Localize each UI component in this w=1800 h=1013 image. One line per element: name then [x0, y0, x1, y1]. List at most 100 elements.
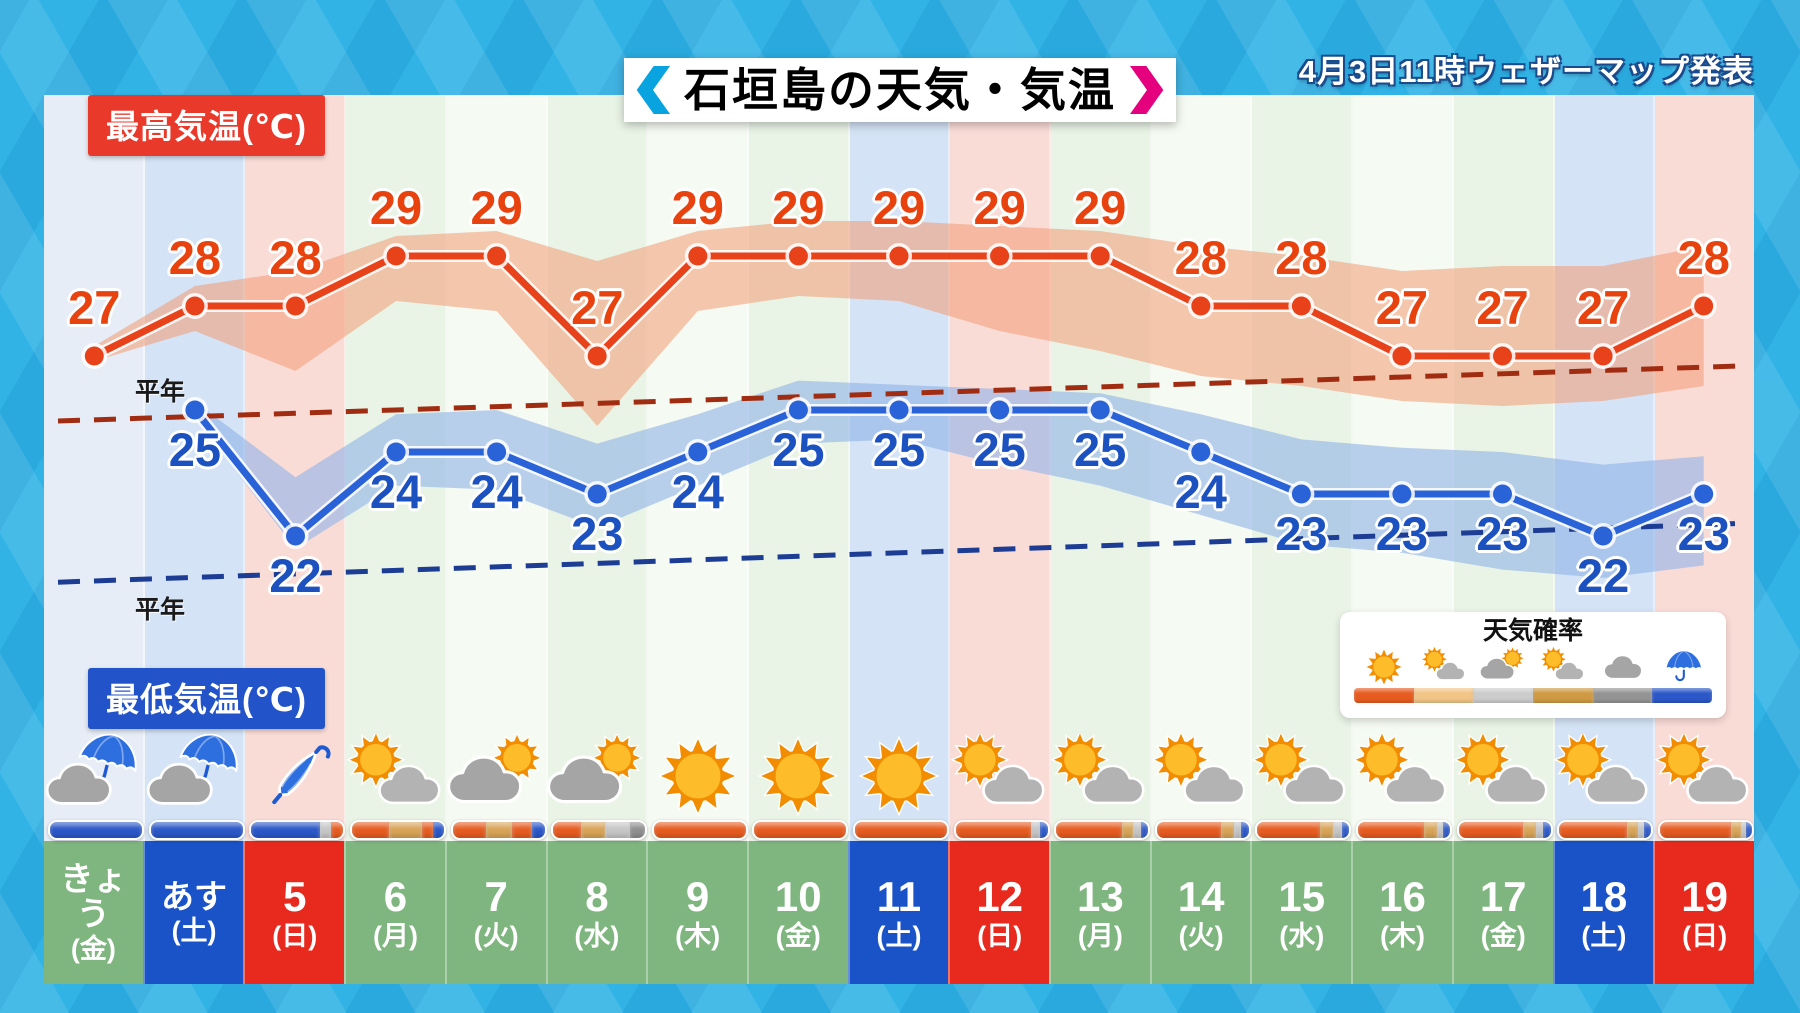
sun-cloud-icon — [346, 734, 441, 805]
weather-probability-bar — [1456, 820, 1553, 840]
legend-color-segment — [1592, 687, 1653, 703]
probability-segment — [1234, 822, 1242, 838]
weather-icon-cell — [1151, 734, 1251, 818]
legend-icon-cell — [1473, 646, 1533, 687]
probability-segment — [1643, 822, 1652, 838]
date-cell: 16 (木) — [1351, 841, 1452, 984]
date-label: 5 — [283, 872, 307, 920]
probability-segment — [1040, 822, 1048, 838]
date-cell: 19 (日) — [1653, 841, 1754, 984]
weather-probability-bar — [1255, 820, 1352, 840]
probability-segment — [1056, 822, 1123, 838]
umbrella-icon — [1665, 649, 1703, 681]
date-cell: 5 (日) — [243, 841, 345, 984]
probability-segment — [1535, 822, 1544, 838]
weekday-label: (土) — [876, 921, 922, 952]
normal-label-min: 平年 — [134, 596, 185, 624]
rain-icon — [146, 734, 238, 805]
weekday-label: (水) — [574, 921, 620, 952]
probability-segment — [1140, 822, 1149, 838]
date-label: 17 — [1479, 872, 1527, 920]
sun-icon — [858, 735, 940, 817]
umbrella-fold-icon — [272, 745, 331, 805]
legend-color-segment — [1413, 687, 1474, 703]
sun-cloud-icon — [949, 734, 1045, 805]
weather-probability-bar — [148, 820, 245, 840]
date-cell: 9 (木) — [646, 841, 747, 984]
probability-segment — [553, 822, 581, 838]
legend-color-segment — [1473, 687, 1534, 703]
probability-segment — [352, 822, 389, 838]
normal-label-max: 平年 — [134, 378, 185, 406]
probability-segment — [1442, 822, 1450, 838]
probability-segment — [1458, 822, 1523, 838]
weekday-label: (金) — [1480, 921, 1526, 952]
probability-segment — [1746, 822, 1752, 838]
probability-segment — [432, 822, 445, 838]
legend-color-segment — [1652, 687, 1712, 703]
probability-legend: 天気確率 — [1340, 612, 1726, 718]
legend-icon-cell — [1354, 647, 1414, 687]
date-cell: きょう (金) — [44, 841, 143, 984]
rain-icon — [46, 734, 137, 805]
probability-segment — [1332, 822, 1342, 838]
weather-icon-cell — [1553, 734, 1653, 818]
probability-segment — [319, 822, 331, 838]
legend-icons-row — [1354, 646, 1712, 687]
weather-probability-bar — [752, 820, 849, 840]
probability-segment — [50, 822, 143, 838]
legend-color-bar — [1354, 687, 1712, 703]
sun-cloud-icon — [1452, 734, 1548, 805]
date-label: 7 — [484, 872, 508, 920]
weekday-label: (日) — [272, 921, 318, 952]
probability-segment — [630, 822, 646, 838]
probability-segment — [1740, 822, 1747, 838]
day-column-band — [748, 95, 850, 841]
date-cell: 14 (火) — [1149, 841, 1251, 984]
weekday-label: (金) — [70, 933, 116, 964]
probability-segment — [1122, 822, 1134, 838]
date-cell: 12 (日) — [948, 841, 1050, 984]
cloud-sun-icon — [446, 734, 544, 804]
probability-segment — [1031, 822, 1041, 838]
date-row: きょう (金) あす (土) 5 (日) 6 (月) 7 (火) 8 (水) 9 (木) 10 (金) 11 (土… — [44, 841, 1754, 984]
sun-cloud-icon — [1151, 734, 1246, 805]
day-column-band — [849, 95, 951, 841]
legend-icon-cell — [1414, 646, 1474, 687]
weather-probability-bar — [551, 820, 648, 840]
probability-segment — [330, 822, 344, 838]
weather-probability-bar — [651, 820, 748, 840]
probability-segment — [1156, 822, 1222, 838]
weather-probability-bar — [350, 820, 447, 840]
weather-icon-cell — [44, 734, 144, 818]
sun-cloud-icon — [1553, 734, 1648, 805]
temperature-chart — [57, 221, 1741, 585]
weather-probability-bar — [1657, 820, 1754, 840]
weather-icon-cell — [949, 734, 1050, 818]
legend-icon-cell — [1533, 646, 1593, 687]
sun-cloud-icon — [1251, 734, 1346, 805]
weather-icon-cell — [1653, 734, 1754, 818]
weather-icon-cell — [346, 734, 446, 818]
probability-segment — [1241, 822, 1249, 838]
probability-segment — [855, 822, 947, 838]
weekday-label: (水) — [1279, 921, 1325, 952]
probability-segment — [754, 822, 847, 838]
weather-probability-bar — [953, 820, 1050, 840]
date-label: 11 — [876, 872, 922, 920]
date-label: 18 — [1580, 872, 1628, 920]
max-temp-badge: 最高気温(℃) — [88, 95, 325, 156]
probability-segment — [1257, 822, 1320, 838]
date-label: 9 — [685, 872, 710, 920]
weekday-label: (火) — [1178, 921, 1224, 952]
probability-segment — [1627, 822, 1639, 838]
probability-segment — [1731, 822, 1741, 838]
sun-cloud-icon — [1420, 646, 1465, 680]
probability-segment — [1357, 822, 1425, 838]
title-accent-right-icon — [1130, 66, 1164, 114]
probability-segment — [1341, 822, 1350, 838]
weekday-label: (月) — [1077, 921, 1123, 952]
weather-probability-bar — [48, 820, 145, 840]
probability-segment — [1638, 822, 1644, 838]
